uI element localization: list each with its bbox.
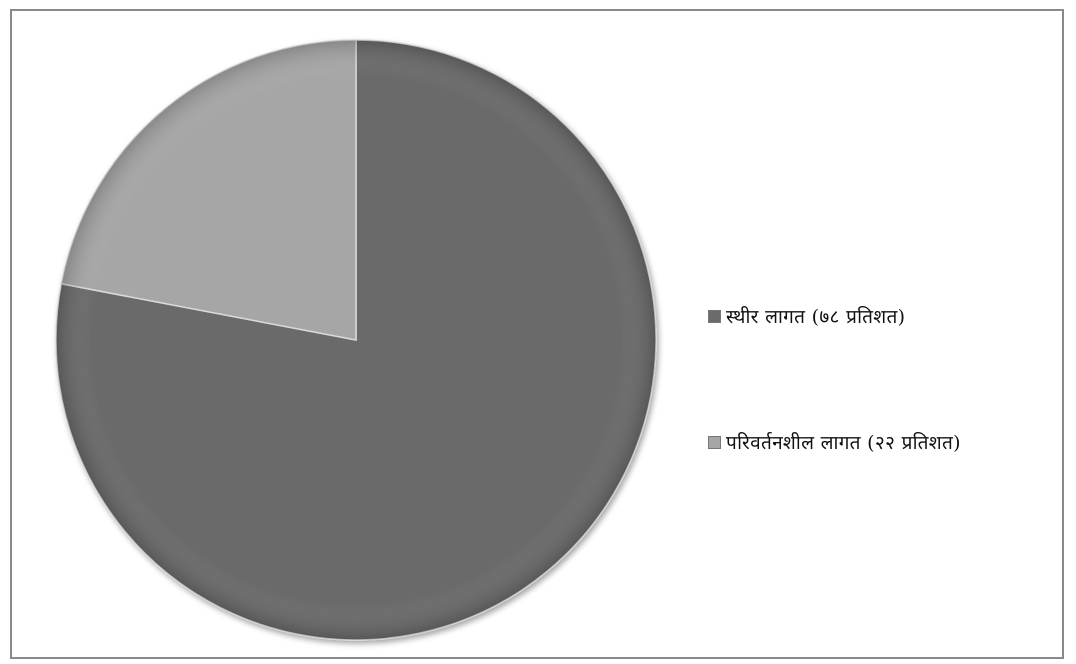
pie-slices <box>55 39 657 641</box>
legend-swatch-fixed-cost <box>708 309 721 323</box>
legend-label-fixed-cost: स्थीर लागत (७८ प्रतिशत) <box>726 306 906 328</box>
legend: स्थीर लागत (७८ प्रतिशत) परिवर्तनशील लागत… <box>708 300 961 458</box>
legend-label-variable-cost: परिवर्तनशील लागत (२२ प्रतिशत) <box>726 432 961 454</box>
legend-swatch-variable-cost <box>708 435 721 449</box>
legend-item-fixed-cost: स्थीर लागत (७८ प्रतिशत) <box>708 300 961 332</box>
legend-item-variable-cost: परिवर्तनशील लागत (२२ प्रतिशत) <box>708 426 961 458</box>
